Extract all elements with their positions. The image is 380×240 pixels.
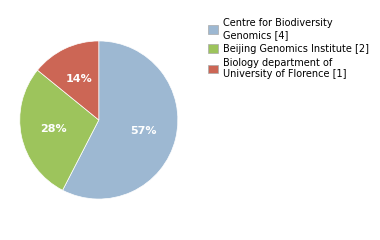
Text: 28%: 28%: [41, 124, 67, 134]
Wedge shape: [20, 70, 99, 190]
Wedge shape: [38, 41, 99, 120]
Wedge shape: [63, 41, 178, 199]
Legend: Centre for Biodiversity
Genomics [4], Beijing Genomics Institute [2], Biology de: Centre for Biodiversity Genomics [4], Be…: [206, 16, 371, 81]
Text: 14%: 14%: [66, 74, 92, 84]
Text: 57%: 57%: [130, 126, 157, 136]
